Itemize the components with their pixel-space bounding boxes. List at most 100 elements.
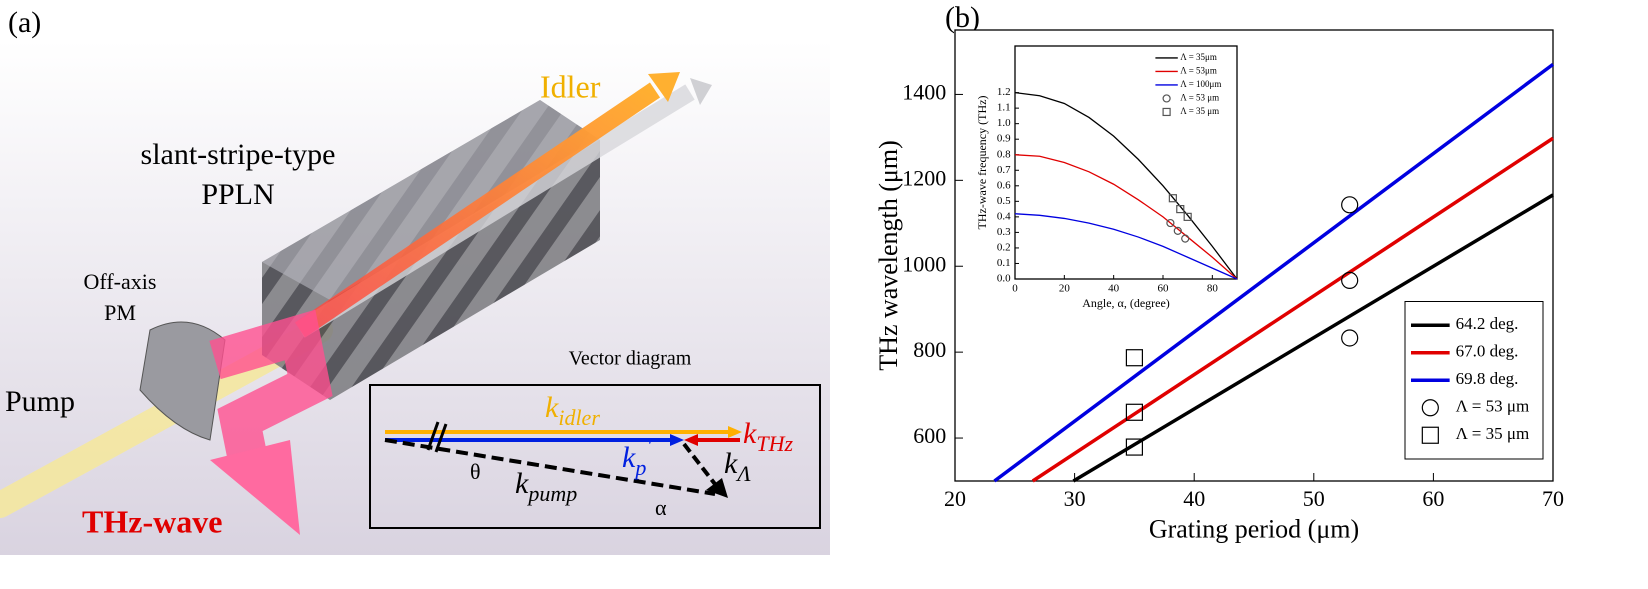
x-tick-label: 50 [1303, 486, 1325, 511]
x-tick-label: 80 [1207, 282, 1219, 294]
legend-label: Λ = 35μm [1180, 52, 1217, 62]
y-axis-title: THz wavelength (μm) [874, 140, 903, 371]
marker [1173, 226, 1182, 235]
legend-label: Λ = 53 μm [1456, 397, 1530, 416]
marker [1341, 196, 1359, 214]
marker [1421, 426, 1439, 444]
break-mark [434, 423, 448, 453]
y-tick-label: 1.1 [997, 102, 1011, 114]
x-tick-label: 0 [1012, 282, 1018, 294]
pump-arrowhead [690, 78, 712, 105]
chart: 0 20 40 60 80 0.0 0.1 0.2 0.3 0.4 0.5 0.6 0.7 0.8 0.9 1… [975, 45, 1238, 310]
k-lambda-label: kΛ [724, 447, 751, 486]
k: k [622, 441, 636, 474]
y-tick-label: 800 [913, 337, 946, 362]
mirror-label: Off-axis [84, 269, 157, 294]
x-tick-label: 30 [1064, 486, 1086, 511]
vector-title: Vector diagram [569, 348, 692, 370]
x-tick-label: 40 [1183, 486, 1205, 511]
panel-label: (b) [945, 1, 980, 34]
marker [1125, 349, 1144, 367]
marker [1125, 403, 1144, 421]
alpha-label: α [655, 495, 667, 520]
marker [1162, 107, 1171, 117]
y-tick-label: 0.3 [997, 226, 1011, 238]
k: k [515, 467, 529, 500]
y-tick-label: 1200 [902, 165, 946, 190]
arrowhead [670, 434, 684, 446]
arrowhead [684, 434, 698, 446]
x-axis-title: Grating period (μm) [1149, 515, 1359, 544]
y-tick-label: 0.4 [997, 210, 1011, 222]
y-tick-label: 0.7 [997, 164, 1011, 176]
marker [1421, 399, 1439, 417]
marker [1166, 218, 1175, 228]
y-tick-label: 0.2 [997, 241, 1011, 253]
series-line [1072, 193, 1554, 483]
y-tick-label: 0.9 [997, 133, 1011, 145]
mirror [139, 321, 226, 441]
crystal-label: slant-stripe-type [141, 138, 336, 171]
y-tick-label: 0.0 [997, 273, 1011, 285]
k: k [724, 447, 738, 480]
crystal-label: PPLN [201, 178, 274, 211]
x-tick-label: 60 [1422, 486, 1444, 511]
pump-label: Pump [5, 385, 75, 418]
y-tick-label: 0.1 [997, 257, 1011, 269]
arrowhead [706, 478, 728, 498]
legend: 64.2 deg. 67.0 deg. 69.8 deg. Λ = 53 μm Λ = … [1404, 301, 1544, 460]
series-line [1014, 213, 1238, 280]
k: k [545, 391, 559, 424]
idler-beam [294, 82, 661, 338]
y-tick-label: 1400 [902, 79, 946, 104]
crystal-top [262, 100, 600, 300]
legend-label: Λ = 35 μm [1456, 424, 1530, 443]
legend-label: 67.0 deg. [1456, 342, 1519, 361]
sub: p [633, 455, 646, 480]
k-lambda-arrow [682, 442, 720, 490]
legend: Λ = 35μm Λ = 53μm Λ = 100μm Λ = 53 μm Λ = 35… [1153, 47, 1233, 123]
k-p-label: kp' [622, 434, 652, 481]
legend-label: 64.2 deg. [1456, 314, 1519, 333]
x-tick-label: 70 [1542, 486, 1564, 511]
x-tick-label: 20 [944, 486, 966, 511]
y-tick-label: 1.0 [997, 117, 1011, 129]
x-axis-title: Angle, α, (degree) [1082, 296, 1170, 310]
marker [1168, 194, 1177, 203]
y-tick-label: 0.6 [997, 179, 1011, 191]
k-idler-label: kidler [545, 391, 600, 430]
marker [1183, 212, 1192, 221]
idler-label: Idler [540, 68, 601, 104]
break-mark [426, 421, 440, 451]
marker [1125, 438, 1144, 456]
legend-label: 69.8 deg. [1456, 369, 1519, 388]
y-axis-title: THz-wave frequency (THz) [975, 96, 989, 230]
series-line [1014, 154, 1238, 280]
series-line [993, 62, 1555, 483]
legend-label: Λ = 53 μm [1180, 93, 1219, 103]
legend-label: Λ = 53μm [1180, 66, 1217, 76]
idler-arrowhead [648, 72, 680, 102]
k-pump-arrow [384, 438, 716, 496]
x-tick-label: 60 [1158, 282, 1170, 294]
x-tick-label: 40 [1108, 282, 1120, 294]
thz-label: THz-wave [82, 503, 222, 539]
k-thz-label: kTHz [743, 417, 793, 456]
sub: pump [526, 481, 577, 506]
marker [1341, 271, 1359, 290]
y-tick-label: 1000 [902, 251, 946, 276]
marker [1176, 205, 1185, 214]
sub: THz [756, 431, 793, 456]
x-tick-label: 20 [1059, 282, 1071, 294]
prime: ' [646, 434, 652, 460]
thz-arrowhead [210, 440, 300, 535]
y-tick-label: 0.8 [997, 148, 1011, 160]
panel-label: (a) [8, 6, 41, 39]
y-tick-label: 0.5 [997, 195, 1011, 207]
legend-label: Λ = 100μm [1180, 79, 1221, 89]
sub: Λ [735, 461, 751, 486]
arrowhead [728, 426, 742, 438]
